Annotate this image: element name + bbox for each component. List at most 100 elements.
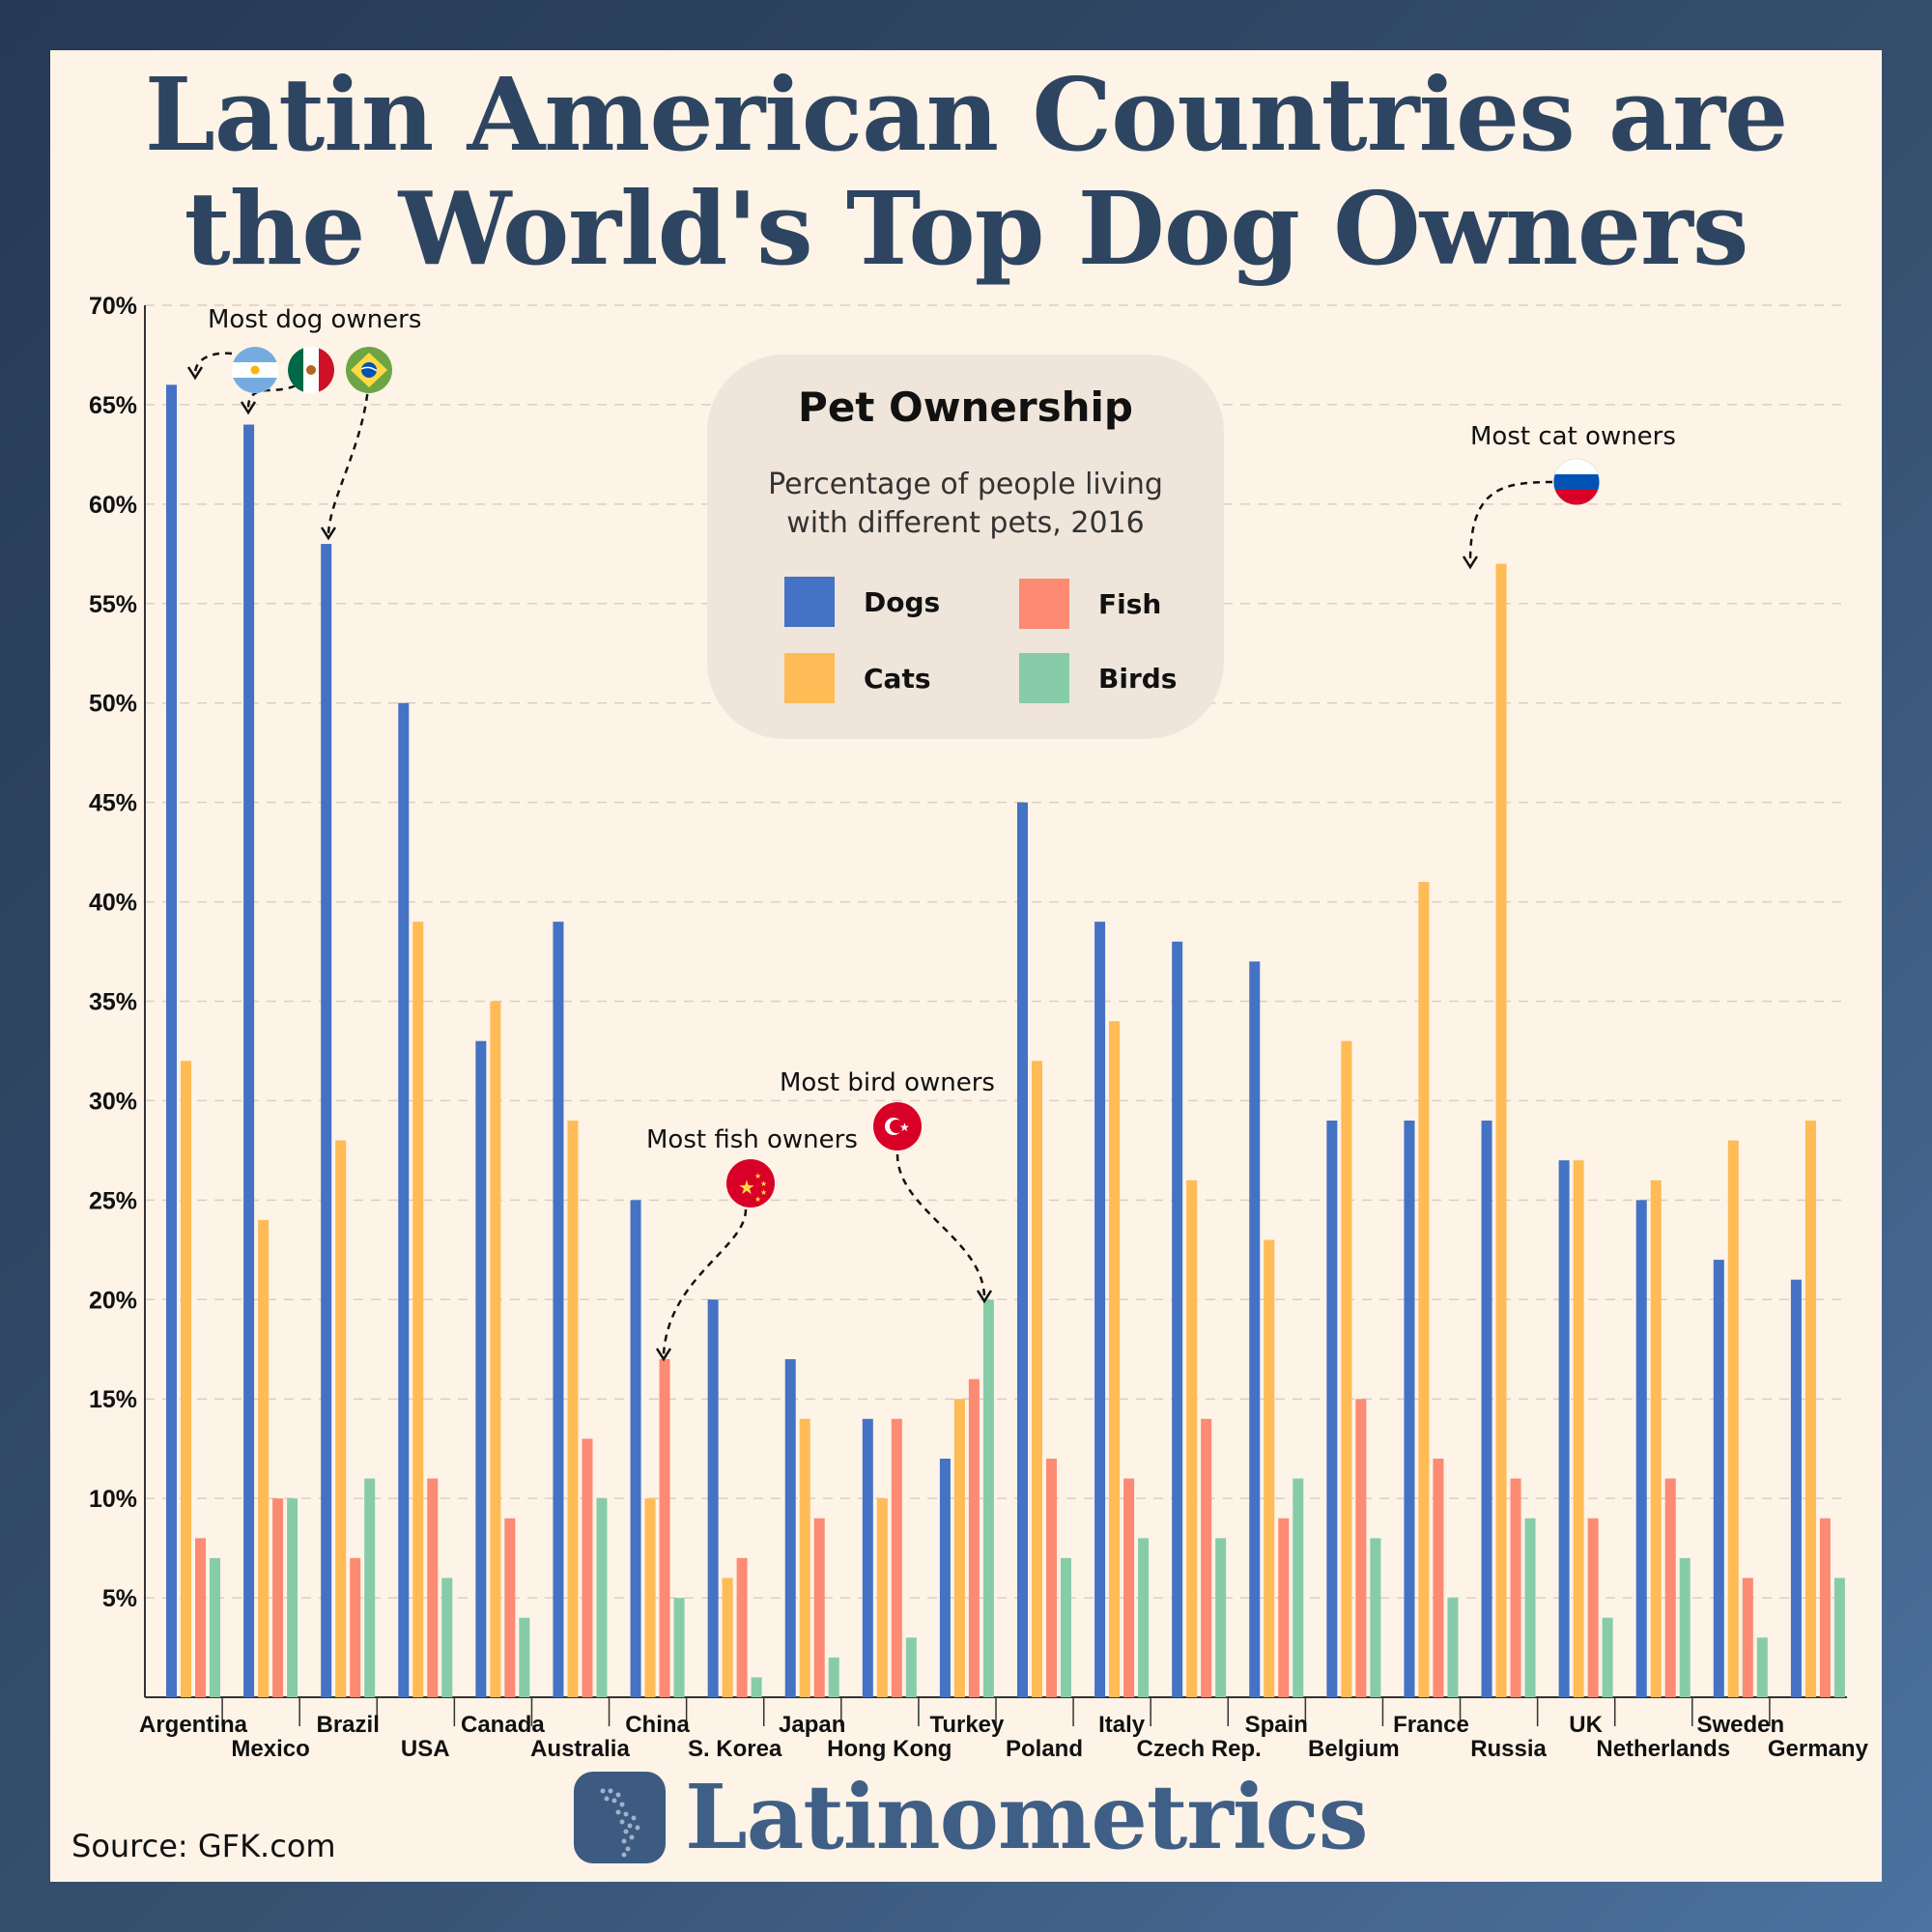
bar-birds (751, 1677, 762, 1697)
y-tick-label: 25% (89, 1187, 137, 1214)
bar-dogs (1404, 1121, 1415, 1697)
bar-birds (1370, 1538, 1381, 1697)
y-tick-label: 40% (89, 890, 137, 917)
y-tick-label: 65% (89, 392, 137, 419)
title-line-2: the World's Top Dog Owners (184, 169, 1749, 288)
legend-subtitle-line-2: with different pets, 2016 (786, 506, 1145, 540)
x-tick-label: Canada (461, 1712, 545, 1738)
x-tick-label: China (625, 1712, 690, 1738)
latinometrics-logo-icon (574, 1771, 666, 1863)
brand: Latinometrics (574, 1765, 1369, 1869)
bar-fish (582, 1438, 593, 1697)
bar-birds (1602, 1617, 1613, 1697)
x-tick-label: USA (401, 1736, 450, 1762)
annotation-dog-label: Most dog owners (208, 305, 421, 334)
y-tick-label: 60% (89, 492, 137, 519)
x-tick-label: UK (1569, 1712, 1603, 1738)
turkey-flag-icon: ★ (873, 1102, 922, 1151)
bar-cats (1418, 881, 1430, 1697)
bars (166, 384, 1845, 1697)
bar-birds (1061, 1557, 1071, 1697)
x-tick-label: Italy (1098, 1712, 1146, 1738)
bar-dogs (553, 922, 564, 1697)
bar-birds (1756, 1637, 1768, 1697)
bar-cats (799, 1418, 810, 1697)
bar-cats (1341, 1040, 1352, 1697)
bar-dogs (1558, 1160, 1570, 1697)
bar-cats (953, 1399, 965, 1697)
bar-cats (1495, 563, 1507, 1697)
bar-fish (350, 1557, 361, 1697)
bar-birds (1524, 1518, 1536, 1697)
infographic-card: Latin American Countries are the World's… (50, 50, 1882, 1882)
x-tick-label: Netherlands (1596, 1736, 1730, 1762)
bar-fish (1433, 1458, 1444, 1697)
bar-dogs (1790, 1279, 1802, 1697)
x-tick-label: Turkey (929, 1712, 1005, 1738)
x-tick-label: Hong Kong (827, 1736, 952, 1762)
x-tick-label: Japan (779, 1712, 845, 1738)
annotation-bird-label: Most bird owners (780, 1068, 995, 1097)
bar-birds (1138, 1538, 1150, 1697)
bar-birds (210, 1557, 220, 1697)
legend-swatch-cats (784, 653, 835, 703)
bar-fish (1201, 1418, 1212, 1697)
bar-birds (1293, 1478, 1304, 1697)
svg-text:★: ★ (760, 1179, 767, 1188)
x-tick-label: Argentina (139, 1712, 248, 1738)
bar-dogs (243, 424, 255, 1697)
svg-text:★: ★ (738, 1176, 755, 1199)
annotation-dog: Most dog owners (186, 305, 421, 541)
svg-text:★: ★ (760, 1188, 767, 1197)
bar-cats (722, 1577, 733, 1697)
bar-birds (1833, 1577, 1845, 1697)
bar-cats (181, 1061, 191, 1697)
pet-ownership-chart: 5% 10% 15% 20% 25% 30% 35% 40% 45% 50% 55% 60% 65% 70… (89, 293, 1869, 1762)
legend-item-cats: Cats (784, 653, 931, 703)
x-tick-label: Sweden (1696, 1712, 1784, 1738)
bar-birds (441, 1577, 453, 1697)
bar-fish (1587, 1518, 1599, 1697)
bar-dogs (1249, 961, 1261, 1697)
bar-fish (968, 1378, 980, 1697)
bar-fish (736, 1557, 748, 1697)
legend-item-dogs: Dogs (784, 577, 940, 627)
bar-fish (1046, 1458, 1057, 1697)
bar-cats (1573, 1160, 1584, 1697)
bar-birds (1215, 1538, 1227, 1697)
bar-cats (567, 1121, 579, 1697)
y-tick-label: 20% (89, 1287, 137, 1314)
page-title: Latin American Countries are the World's… (50, 58, 1882, 286)
bar-cats (1109, 1021, 1121, 1697)
brand-name: Latinometrics (685, 1765, 1369, 1869)
bar-birds (1679, 1557, 1690, 1697)
x-tick-label: Czech Rep. (1136, 1736, 1261, 1762)
y-tick-label: 70% (89, 293, 137, 320)
y-tick-label: 35% (89, 989, 137, 1016)
bar-dogs (1481, 1121, 1492, 1697)
x-tick-label: France (1393, 1712, 1469, 1738)
bar-fish (1742, 1577, 1753, 1697)
bar-fish (427, 1478, 439, 1697)
source-note: Source: GFK.com (71, 1828, 336, 1864)
brazil-flag-icon (346, 347, 392, 393)
bar-fish (195, 1538, 206, 1697)
bar-cats (490, 1001, 501, 1697)
bar-dogs (630, 1200, 641, 1697)
bar-cats (1032, 1061, 1042, 1697)
bar-fish (1510, 1478, 1521, 1697)
x-tick-label: Poland (1006, 1736, 1083, 1762)
bar-cats (644, 1498, 656, 1697)
bar-dogs (398, 702, 410, 1697)
x-tick-label: Mexico (231, 1736, 309, 1762)
bar-cats (1264, 1239, 1275, 1697)
bar-dogs (166, 384, 177, 1697)
bar-dogs (1094, 922, 1106, 1697)
bar-fish (659, 1359, 670, 1697)
svg-text:★: ★ (754, 1172, 761, 1180)
bar-birds (982, 1299, 994, 1697)
bar-birds (596, 1498, 608, 1697)
x-tick-label: Spain (1245, 1712, 1308, 1738)
svg-text:★: ★ (754, 1195, 761, 1204)
annotation-bird: Most bird owners ★ (780, 1068, 995, 1304)
